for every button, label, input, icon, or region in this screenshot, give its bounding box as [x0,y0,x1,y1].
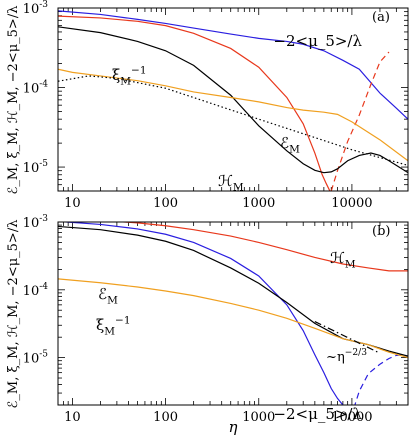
panel-label: (a) [372,10,390,25]
x-tick-label: 100 [153,410,178,425]
series-group [58,10,408,191]
series-line [58,75,408,166]
x-tick-label: 1000 [242,196,275,211]
series-line [58,15,331,191]
x-tick-label: 10 [64,196,81,211]
curve-label: ξM−1 [96,314,131,337]
curve-label: ℋM [330,249,356,271]
series-line [330,51,390,191]
x-axis-label: η [229,418,238,436]
y-axis-label-b: ℰ_M, ξ_M, ℋ_M, −2<μ_5>/λ [6,220,21,409]
series-group [58,222,408,405]
series-line [116,222,408,272]
y-tick-label: 10-5 [23,350,49,367]
series-line [354,354,408,405]
y-tick-label: 10-4 [23,80,49,97]
y-tick-label: 10-4 [23,282,49,299]
x-tick-label: 10 [64,410,81,425]
panel-b: 10 100 1000 10000 10-5 10-4 10-3 (b) ℋM ℰM ξM−1 ~η−… [23,214,409,425]
x-tick-label: 1000 [242,410,275,425]
series-line [58,10,408,120]
series-line [58,222,344,405]
curve-label: ℰM [98,285,118,307]
curve-label: −2<μ_5>/λ [273,405,362,423]
x-tick-label: 100 [153,196,178,211]
x-tick-label: 10000 [331,410,372,425]
plot-frame [57,221,409,406]
series-line [314,321,381,354]
panel-a: 10 100 1000 10000 10-5 10-4 10-3 (a) −2<μ_5>/λ ξM… [23,0,409,211]
plot-frame [57,7,409,192]
y-tick-label: 10-3 [23,214,49,231]
y-tick-label: 10-3 [23,0,49,17]
panel-label: (b) [372,224,390,239]
series-line [58,26,408,174]
curve-label: −2<μ_5>/λ [273,32,362,50]
series-line [58,278,408,359]
series-line [58,68,408,162]
curve-label: ξM−1 [112,64,147,87]
y-axis-label: ℰ_M, ξ_M, ℋ_M, −2<μ_5>/λ [6,6,21,195]
curve-label: ~η−2/3 [326,348,367,365]
curve-label: ℋM [218,172,244,194]
x-tick-label: 10000 [331,196,372,211]
y-tick-label: 10-5 [23,159,49,176]
curve-label: ℰM [280,134,300,156]
